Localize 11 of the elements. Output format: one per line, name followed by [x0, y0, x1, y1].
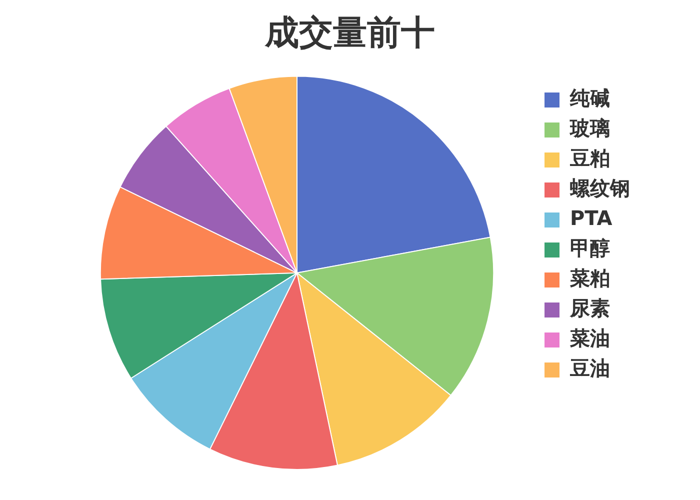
- legend-label: 菜油: [569, 326, 610, 350]
- legend-label: 甲醇: [570, 236, 610, 260]
- legend-label: 纯碱: [569, 86, 610, 110]
- legend-label: PTA: [570, 206, 613, 230]
- legend-label: 豆粕: [569, 146, 610, 170]
- legend-label: 豆油: [569, 356, 610, 380]
- legend-label: 尿素: [569, 296, 610, 320]
- legend-label: 玻璃: [569, 116, 610, 140]
- legend-label: 菜粕: [569, 266, 610, 290]
- chart-title: 成交量前十: [264, 13, 435, 54]
- legend-label: 螺纹钢: [569, 176, 630, 200]
